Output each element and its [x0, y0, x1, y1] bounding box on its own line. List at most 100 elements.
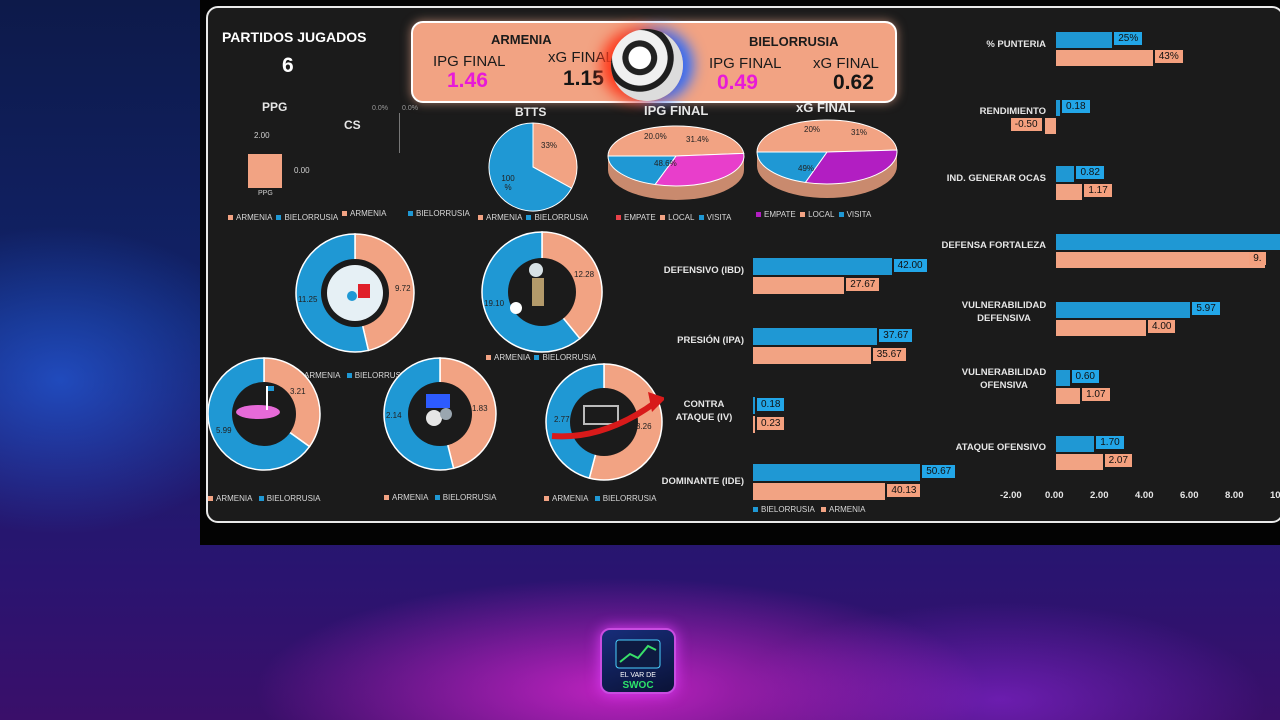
ipg-pie	[607, 125, 745, 200]
xg-pie	[756, 119, 898, 198]
legend-bielorrusia: BIELORRUSIA	[266, 494, 321, 503]
ppg-bielorrusia-label: 0.00	[294, 166, 310, 175]
matches-value: 6	[282, 54, 294, 77]
right-bar-0-6	[1056, 436, 1095, 452]
right-tick-6: 10.	[1270, 490, 1280, 501]
ppg-xlabel: PPG	[258, 190, 273, 197]
right-bar-0-4	[1056, 302, 1191, 318]
donut-1	[295, 233, 415, 353]
legend-armenia: ARMENIA	[494, 353, 531, 362]
right-bar-1-2	[1056, 184, 1083, 200]
team-b-ipg-label: IPG FINAL	[709, 55, 782, 72]
xg-slice-local	[804, 149, 898, 185]
mid-bar-0-3	[753, 464, 921, 481]
dashboard-frame: PARTIDOS JUGADOS 6 ARMENIA BIELORRUSIA I…	[206, 6, 1280, 523]
donut-5-bielorrusia-label: 2.77	[554, 415, 570, 424]
right-bar-1-0	[1056, 50, 1153, 66]
legend-bielorrusia: BIELORRUSIA	[761, 505, 815, 514]
right-bar-1-1	[1044, 118, 1056, 134]
right-bar-0-2	[1056, 166, 1075, 182]
donut-2-legend: ARMENIA BIELORRUSIA	[486, 353, 596, 362]
legend-armenia: ARMENIA	[829, 505, 866, 514]
legend-armenia: ARMENIA	[392, 493, 429, 502]
right-cat-4: DEFENSA FORTALEZA	[941, 240, 1047, 251]
right-cat-6: VULNERABILIDAD OFENSIVA	[961, 367, 1047, 391]
cs-label-b: 0.0%	[402, 105, 418, 112]
btts-legend: ARMENIA BIELORRUSIA	[478, 213, 588, 222]
btts-pie	[488, 122, 578, 212]
donut-3	[208, 357, 321, 471]
legend-bielorrusia: BIELORRUSIA	[602, 494, 657, 503]
mid-cat-1: DEFENSIVO (IBD)	[663, 265, 744, 276]
xg-visita-label: 20%	[804, 125, 821, 134]
right-bar-0-1	[1056, 100, 1061, 116]
ipg-pie-title: IPG FINAL	[644, 103, 709, 118]
team-a-ipg-value: 1.46	[447, 69, 488, 92]
right-bar-label-1-4: 4.00	[1148, 320, 1176, 333]
cs-axis	[399, 113, 400, 153]
ipg-slice-empate	[607, 125, 745, 157]
right-cat-3: IND. GENERAR OCAS	[946, 173, 1046, 184]
mid-bar-label-0-3: 50.67	[922, 465, 956, 478]
donut-4-bielorrusia-label: 2.14	[386, 411, 402, 420]
right-cat-5: VULNERABILIDAD DEFENSIVA	[961, 300, 1047, 324]
legend-bielorrusia: BIELORRUSIA	[284, 213, 339, 222]
right-bar-label-1-2: 1.17	[1084, 184, 1112, 197]
mid-bar-label-1-3: 40.13	[887, 484, 921, 497]
legend-armenia: ARMENIA	[304, 371, 341, 380]
ppg-armenia-bar	[248, 154, 282, 188]
btts-title: BTTS	[515, 105, 547, 119]
logo-text-top: EL VAR DE	[620, 672, 656, 679]
mid-legend: BIELORRUSIA ARMENIA	[753, 505, 865, 514]
xg-empate-label: 49%	[798, 164, 815, 173]
donut-3-armenia-label: 3.21	[290, 387, 306, 396]
right-tick-4: 6.00	[1180, 490, 1199, 501]
ppg-legend: ARMENIA BIELORRUSIA	[228, 213, 338, 222]
donut-2	[481, 231, 603, 353]
mid-bar-0-1	[753, 328, 878, 345]
legend-bielorrusia: BIELORRUSIA	[442, 493, 497, 502]
ipg-empate-label: 48.6%	[654, 159, 677, 168]
legend-bielorrusia: BIELORRUSIA	[416, 209, 470, 218]
score-banner: ARMENIA BIELORRUSIA IPG FINAL xG FINAL I…	[411, 21, 897, 103]
ipg-slice-visita	[607, 155, 677, 186]
btts-bielorrusia-label: 100 %	[501, 174, 515, 192]
team-a-ipg-label: IPG FINAL	[433, 53, 506, 70]
cs-legend: ARMENIA	[342, 209, 386, 218]
legend-armenia: ARMENIA	[236, 213, 273, 222]
ipg-local-label: 31.4%	[686, 135, 709, 144]
donut-2-armenia-label: 12.28	[574, 270, 595, 279]
ipg-legend: EMPATE LOCAL VISITA	[616, 213, 731, 222]
mid-bar-label-1-2: 0.23	[757, 417, 785, 430]
donut-4	[383, 357, 497, 471]
right-bar-1-6	[1056, 454, 1103, 470]
cs-title: CS	[344, 118, 361, 132]
right-bar-label-0-0: 25%	[1114, 32, 1143, 45]
legend-bielorrusia: BIELORRUSIA	[542, 353, 597, 362]
donut-1-bielorrusia-label: 11.25	[298, 295, 318, 304]
right-bar-label-0-6: 1.70	[1096, 436, 1124, 449]
right-cat-1: % PUNTERIA	[986, 39, 1046, 50]
mid-bar-1-3	[753, 483, 886, 500]
xg-pie-title: xG FINAL	[796, 100, 856, 115]
mid-cat-3: CONTRA ATAQUE (IV)	[664, 398, 744, 424]
mid-cat-2: PRESIÓN (IPA)	[677, 335, 744, 346]
mid-bar-label-0-1: 37.67	[879, 329, 913, 342]
btts-slice-armenia	[532, 122, 578, 189]
donut-4-armenia-label: 1.83	[472, 404, 488, 413]
right-bar-1-3	[1056, 252, 1266, 268]
right-tick-3: 4.00	[1135, 490, 1154, 501]
right-bar-0-3	[1056, 234, 1280, 250]
legend-armenia: ARMENIA	[552, 494, 589, 503]
soccer-ball-icon	[611, 29, 683, 101]
legend-armenia: ARMENIA	[350, 209, 387, 218]
mid-cat-4: DOMINANTE (IDE)	[661, 476, 744, 487]
legend-local: LOCAL	[668, 213, 695, 222]
matches-label: PARTIDOS JUGADOS	[222, 29, 367, 45]
team-b-xg-label: xG FINAL	[813, 55, 879, 72]
btts-slice-bielorrusia	[488, 122, 573, 212]
donut-4-legend: ARMENIA BIELORRUSIA	[384, 493, 496, 502]
team-a-xg-value: 1.15	[563, 67, 604, 90]
xg-local-label: 31%	[851, 128, 868, 137]
right-bar-label-1-3: 9.	[1249, 252, 1266, 265]
